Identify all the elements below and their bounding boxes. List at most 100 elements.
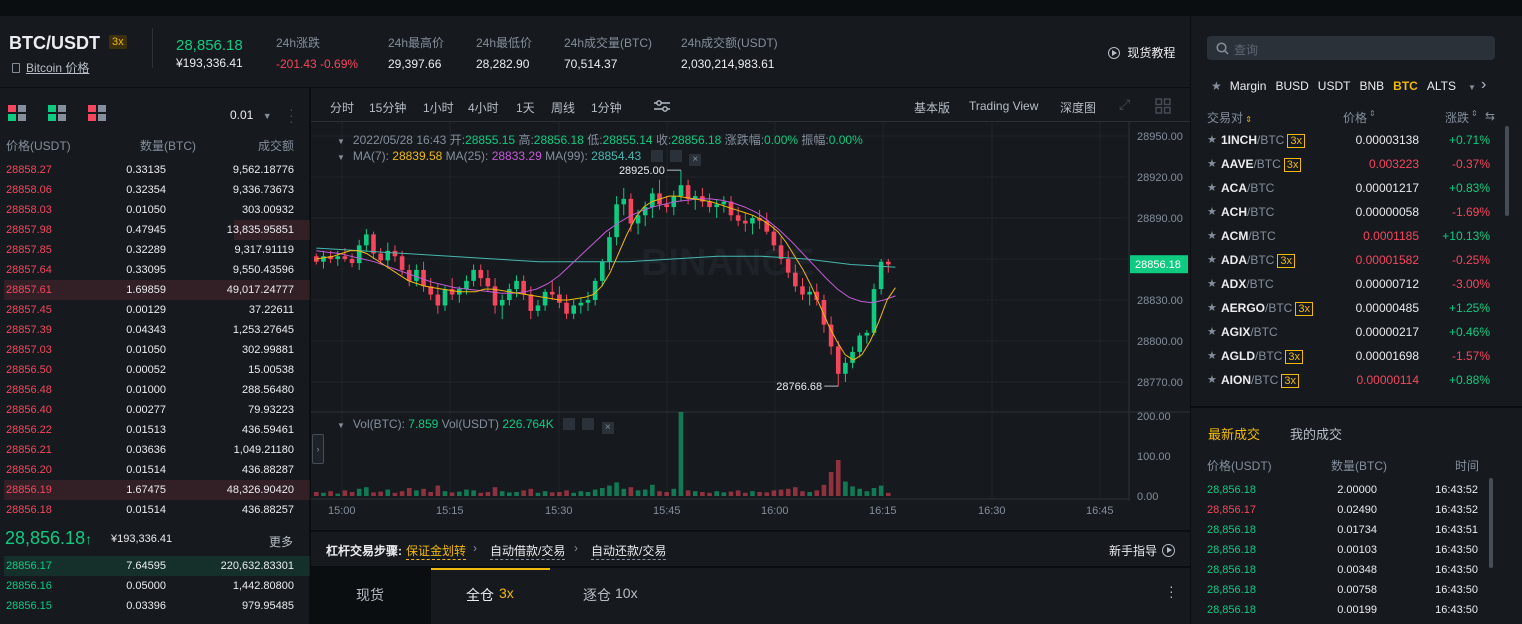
orderbook-row[interactable]: 28857.61 1.69859 49,017.24777 <box>0 280 310 300</box>
orderbook-row[interactable]: 28856.48 0.01000 288.56480 <box>0 380 310 400</box>
market-tab-btc[interactable]: BTC <box>1393 79 1418 93</box>
market-row[interactable]: ★ AERGO/BTC 3x 0.00000485 +1.25% <box>1191 296 1522 320</box>
swap-icon[interactable]: ⇆ <box>1485 109 1496 123</box>
market-row[interactable]: ★ ACH/BTC 0.00000058 -1.69% <box>1191 200 1522 224</box>
market-tab-usdt[interactable]: USDT <box>1317 79 1351 93</box>
orderbook-row[interactable]: 28856.40 0.00277 79.93223 <box>0 400 310 420</box>
view-tradingview[interactable]: Trading View <box>969 99 1039 113</box>
collapse-icon[interactable]: ▼ <box>337 137 345 146</box>
orderbook-row[interactable]: 28857.45 0.00129 37.22611 <box>0 300 310 320</box>
scrollbar[interactable] <box>1505 126 1509 216</box>
market-tab-margin[interactable]: Margin <box>1229 79 1267 93</box>
precision-select[interactable]: 0.01 ▼ <box>230 108 272 122</box>
more-icon[interactable]: · · · <box>1169 578 1174 604</box>
market-row[interactable]: ★ ACM/BTC 0.0001185 +10.13% <box>1191 224 1522 248</box>
market-row[interactable]: ★ AAVE/BTC 3x 0.003223 -0.37% <box>1191 152 1522 176</box>
orderbook-row[interactable]: 28858.03 0.01050 303.00932 <box>0 200 310 220</box>
coin-info-link[interactable]: Bitcoin 价格 <box>12 59 89 76</box>
interval-tab[interactable]: 周线 <box>551 101 576 115</box>
market-tab-alts[interactable]: ALTS <box>1426 79 1456 93</box>
market-row[interactable]: ★ AGLD/BTC 3x 0.00001698 -1.57% <box>1191 344 1522 368</box>
orderbook-row[interactable]: 28856.20 0.01514 436.88287 <box>0 460 310 480</box>
settings-icon[interactable] <box>582 418 595 430</box>
star-icon[interactable]: ★ <box>1211 79 1222 93</box>
tab-isolated[interactable]: 逐仓 10x <box>550 568 670 624</box>
col-change[interactable]: 涨跌 <box>1445 111 1470 125</box>
star-icon[interactable]: ★ <box>1207 278 1217 290</box>
scrollbar[interactable] <box>1489 478 1493 568</box>
more-link[interactable]: 更多 <box>269 535 294 549</box>
tab-spot[interactable]: 现货 <box>311 568 431 624</box>
step-transfer[interactable]: 保证金划转 <box>406 544 467 560</box>
interval-active[interactable]: 1分钟 <box>591 101 622 115</box>
star-icon[interactable]: ★ <box>1207 302 1217 314</box>
close-icon[interactable]: × <box>601 422 614 434</box>
candlestick-chart[interactable]: BINANCE28950.0028920.0028890.0028860.002… <box>311 122 1190 530</box>
orderbook-row[interactable]: 28856.17 7.64595 220,632.83301 <box>0 556 310 576</box>
star-icon[interactable]: ★ <box>1207 134 1217 146</box>
settings-icon[interactable] <box>669 150 682 162</box>
market-row[interactable]: ★ ADA/BTC 3x 0.00001582 -0.25% <box>1191 248 1522 272</box>
market-row[interactable]: ★ AGIX/BTC 0.00000217 +0.46% <box>1191 320 1522 344</box>
star-icon[interactable]: ★ <box>1207 326 1217 338</box>
indicator-settings-icon[interactable] <box>653 99 671 116</box>
market-row[interactable]: ★ ACA/BTC 0.00001217 +0.83% <box>1191 176 1522 200</box>
interval-tab[interactable]: 1天 <box>516 101 535 115</box>
orderbook-row[interactable]: 28858.27 0.33135 9,562.18776 <box>0 160 310 180</box>
step-borrow[interactable]: 自动借款/交易 <box>490 544 566 560</box>
book-both-icon[interactable] <box>8 105 26 121</box>
book-bids-icon[interactable] <box>48 105 66 121</box>
chevron-right-icon[interactable]: › <box>1481 76 1487 93</box>
market-row[interactable]: ★ 1INCH/BTC 3x 0.00003138 +0.71% <box>1191 128 1522 152</box>
tab-my-trades[interactable]: 我的成交 <box>1290 427 1343 442</box>
more-icon[interactable]: · · · <box>289 101 294 129</box>
col-pair[interactable]: 交易对 <box>1207 111 1244 125</box>
view-depth[interactable]: 深度图 <box>1060 101 1097 115</box>
tutorial-link[interactable]: 现货教程 <box>1108 44 1175 61</box>
star-icon[interactable]: ★ <box>1207 182 1217 194</box>
orderbook-row[interactable]: 28856.16 0.05000 1,442.80800 <box>0 576 310 596</box>
tab-cross[interactable]: 全仓 3x <box>431 568 550 624</box>
star-icon[interactable]: ★ <box>1207 230 1217 242</box>
orderbook-row[interactable]: 28857.64 0.33095 9,550.43596 <box>0 260 310 280</box>
step-repay[interactable]: 自动还款/交易 <box>591 544 667 560</box>
grid-layout-icon[interactable] <box>1155 98 1171 117</box>
orderbook-row[interactable]: 28857.03 0.01050 302.99881 <box>0 340 310 360</box>
drawing-toolbar-toggle[interactable]: › <box>312 434 324 464</box>
market-tab-busd[interactable]: BUSD <box>1275 79 1309 93</box>
fullscreen-icon[interactable]: ⤢ <box>1119 96 1131 112</box>
interval-tab[interactable]: 1小时 <box>423 101 454 115</box>
star-icon[interactable]: ★ <box>1207 350 1217 362</box>
orderbook-row[interactable]: 28856.15 0.03396 979.95485 <box>0 596 310 616</box>
star-icon[interactable]: ★ <box>1207 374 1217 386</box>
orderbook-row[interactable]: 28856.50 0.00052 15.00538 <box>0 360 310 380</box>
orderbook-row[interactable]: 28856.18 0.01514 436.88257 <box>0 500 310 520</box>
market-tab-bnb[interactable]: BNB <box>1359 79 1385 93</box>
orderbook-row[interactable]: 28857.39 0.04343 1,253.27645 <box>0 320 310 340</box>
col-price[interactable]: 价格 <box>1343 111 1368 125</box>
eye-icon[interactable] <box>650 150 663 162</box>
eye-icon[interactable] <box>563 418 576 430</box>
orderbook-row[interactable]: 28856.21 0.03636 1,049.21180 <box>0 440 310 460</box>
interval-tab[interactable]: 分时 <box>330 101 355 115</box>
market-row[interactable]: ★ ADX/BTC 0.00000712 -3.00% <box>1191 272 1522 296</box>
star-icon[interactable]: ★ <box>1207 254 1217 266</box>
interval-tab[interactable]: 15分钟 <box>369 101 407 115</box>
view-basic[interactable]: 基本版 <box>914 101 951 115</box>
collapse-icon[interactable]: ▼ <box>337 421 345 430</box>
orderbook-row[interactable]: 28856.19 1.67475 48,326.90420 <box>0 480 310 500</box>
pair-name[interactable]: BTC/USDT <box>9 33 100 53</box>
close-icon[interactable]: × <box>689 154 702 166</box>
market-row[interactable]: ★ AION/BTC 3x 0.00000114 +0.88% <box>1191 368 1522 392</box>
search-box[interactable]: 查询 <box>1207 36 1495 60</box>
orderbook-row[interactable]: 28858.06 0.32354 9,336.73673 <box>0 180 310 200</box>
star-icon[interactable]: ★ <box>1207 158 1217 170</box>
interval-tab[interactable]: 4小时 <box>468 101 499 115</box>
book-asks-icon[interactable] <box>88 105 106 121</box>
orderbook-row[interactable]: 28857.85 0.32289 9,317.91119 <box>0 240 310 260</box>
tab-market-trades[interactable]: 最新成交 <box>1208 427 1261 442</box>
guide-link[interactable]: 新手指导 <box>1109 542 1176 559</box>
star-icon[interactable]: ★ <box>1207 206 1217 218</box>
collapse-icon[interactable]: ▼ <box>337 153 345 162</box>
orderbook-row[interactable]: 28856.22 0.01513 436.59461 <box>0 420 310 440</box>
